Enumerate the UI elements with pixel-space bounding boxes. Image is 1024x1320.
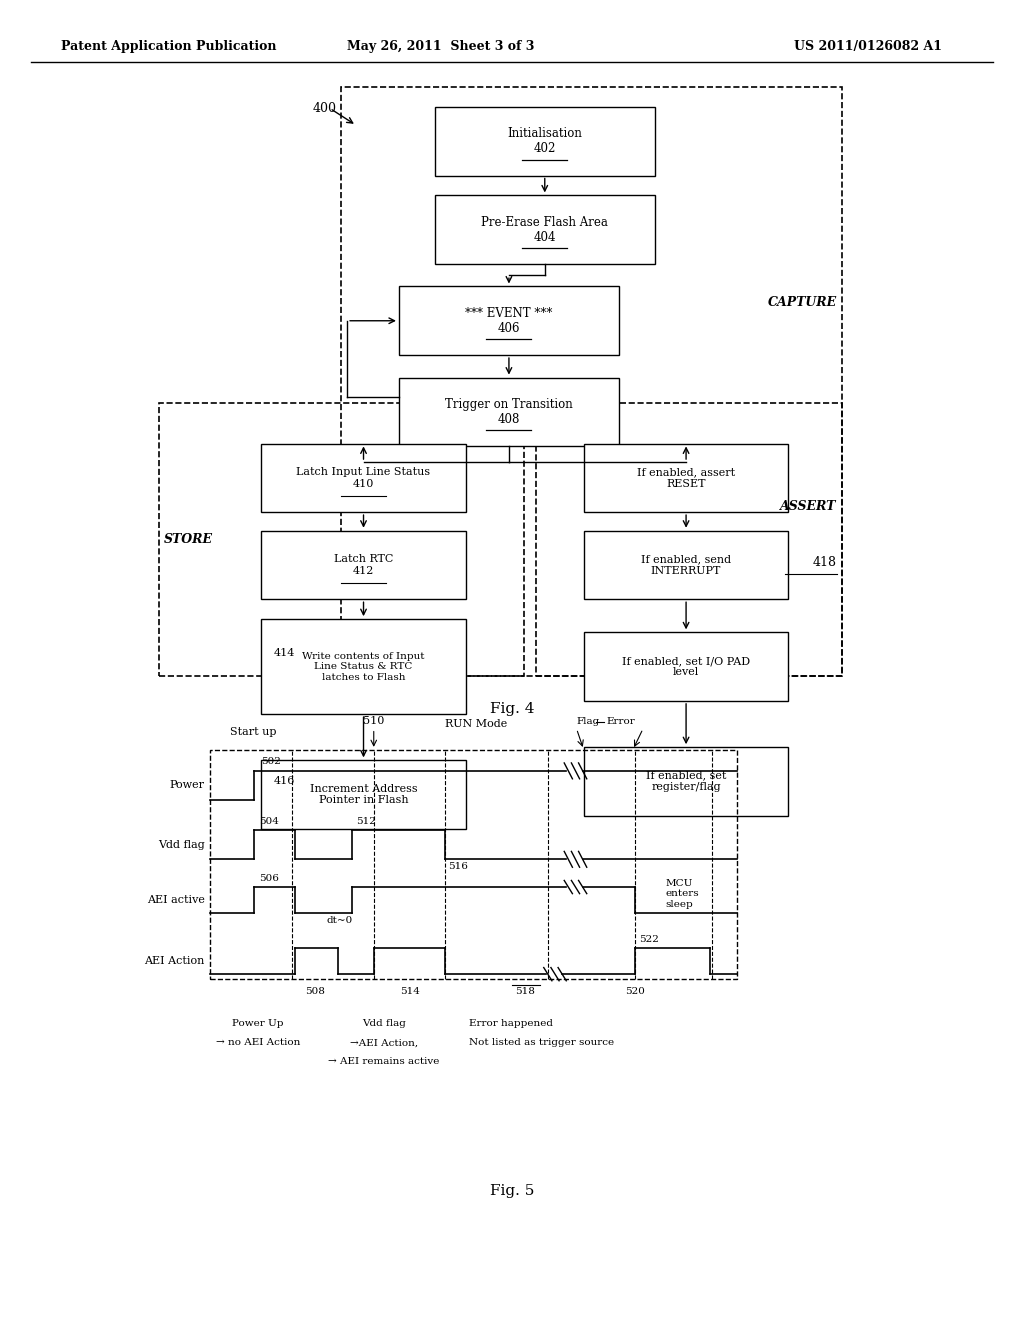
FancyBboxPatch shape xyxy=(584,531,788,599)
Text: Fig. 5: Fig. 5 xyxy=(489,1184,535,1197)
Text: US 2011/0126082 A1: US 2011/0126082 A1 xyxy=(794,40,942,53)
Text: ASSERT: ASSERT xyxy=(780,500,837,512)
Text: →AEI Action,: →AEI Action, xyxy=(350,1039,418,1047)
Text: 506: 506 xyxy=(259,874,279,883)
Text: 516: 516 xyxy=(449,862,468,871)
Text: Latch RTC
412: Latch RTC 412 xyxy=(334,554,393,576)
Text: → AEI remains active: → AEI remains active xyxy=(329,1057,439,1065)
FancyBboxPatch shape xyxy=(584,444,788,512)
Text: Trigger on Transition
408: Trigger on Transition 408 xyxy=(445,397,572,426)
Text: Vdd flag: Vdd flag xyxy=(362,1019,406,1027)
Text: Power Up: Power Up xyxy=(232,1019,284,1027)
FancyBboxPatch shape xyxy=(261,531,466,599)
Text: Pre-Erase Flash Area
404: Pre-Erase Flash Area 404 xyxy=(481,215,608,244)
Text: 416: 416 xyxy=(273,776,295,787)
Text: *** EVENT ***
406: *** EVENT *** 406 xyxy=(465,306,553,335)
FancyBboxPatch shape xyxy=(261,619,466,714)
Text: 414: 414 xyxy=(273,648,295,659)
Text: 520: 520 xyxy=(625,987,645,997)
Text: 418: 418 xyxy=(813,557,837,569)
Text: If enabled, set I/O PAD
level: If enabled, set I/O PAD level xyxy=(622,656,751,677)
Text: If enabled, assert
RESET: If enabled, assert RESET xyxy=(637,467,735,488)
Text: Power: Power xyxy=(170,780,205,791)
Text: If enabled, set
register/flag: If enabled, set register/flag xyxy=(646,771,726,792)
Text: 512: 512 xyxy=(356,817,376,826)
Text: Flag: Flag xyxy=(577,717,600,726)
Text: 504: 504 xyxy=(259,817,279,826)
FancyBboxPatch shape xyxy=(261,760,466,829)
FancyBboxPatch shape xyxy=(435,107,655,176)
Text: 514: 514 xyxy=(399,987,420,997)
Text: → no AEI Action: → no AEI Action xyxy=(216,1039,300,1047)
Text: Vdd flag: Vdd flag xyxy=(158,840,205,850)
Text: 502: 502 xyxy=(261,756,281,766)
Text: 518: 518 xyxy=(515,987,536,997)
Text: RUN Mode: RUN Mode xyxy=(445,718,507,729)
FancyBboxPatch shape xyxy=(584,747,788,816)
Text: AEI Action: AEI Action xyxy=(144,956,205,966)
Text: Fig. 4: Fig. 4 xyxy=(489,702,535,715)
Text: Write contents of Input
Line Status & RTC
latches to Flash: Write contents of Input Line Status & RT… xyxy=(302,652,425,681)
Text: Not listed as trigger source: Not listed as trigger source xyxy=(469,1039,614,1047)
FancyBboxPatch shape xyxy=(399,378,618,446)
Text: dt~0: dt~0 xyxy=(327,916,353,925)
Text: Increment Address
Pointer in Flash: Increment Address Pointer in Flash xyxy=(309,784,418,805)
Text: Start up: Start up xyxy=(229,726,276,737)
Text: AEI active: AEI active xyxy=(146,895,205,906)
Text: Error: Error xyxy=(606,717,635,726)
Text: 508: 508 xyxy=(305,987,326,997)
Text: STORE: STORE xyxy=(164,533,213,545)
Text: 400: 400 xyxy=(312,102,336,115)
Text: If enabled, send
INTERRUPT: If enabled, send INTERRUPT xyxy=(641,554,731,576)
Text: Initialisation
402: Initialisation 402 xyxy=(507,127,583,156)
FancyBboxPatch shape xyxy=(399,286,618,355)
Text: CAPTURE: CAPTURE xyxy=(767,296,837,309)
Text: May 26, 2011  Sheet 3 of 3: May 26, 2011 Sheet 3 of 3 xyxy=(347,40,534,53)
Text: Error happened: Error happened xyxy=(469,1019,553,1027)
Text: Patent Application Publication: Patent Application Publication xyxy=(61,40,276,53)
Text: MCU
enters
sleep: MCU enters sleep xyxy=(666,879,699,908)
Text: 522: 522 xyxy=(639,935,658,944)
FancyBboxPatch shape xyxy=(584,632,788,701)
Text: Latch Input Line Status
410: Latch Input Line Status 410 xyxy=(297,467,430,488)
FancyBboxPatch shape xyxy=(435,195,655,264)
FancyBboxPatch shape xyxy=(261,444,466,512)
Text: 510: 510 xyxy=(364,715,384,726)
